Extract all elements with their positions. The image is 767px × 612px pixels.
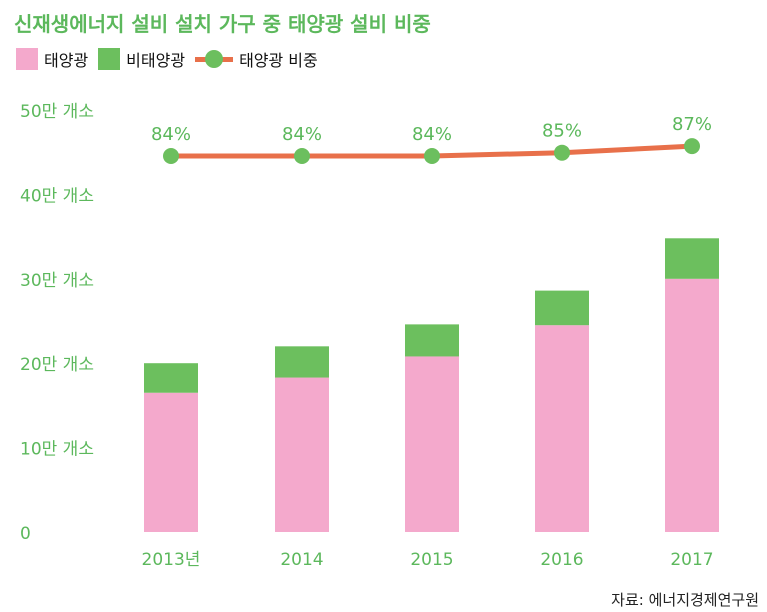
legend-item-share: 태양광 비중 [195,47,318,71]
share-point-2 [424,148,440,164]
legend-item-non-solar: 비태양광 [98,47,185,71]
share-label-1: 84% [282,124,322,145]
x-tick-label-2: 2015 [410,550,453,570]
legend-label-non-solar: 비태양광 [126,51,186,70]
bar-non-solar-1 [275,346,329,378]
bar-solar-1 [275,377,329,532]
y-tick-label-2: 20만 개소 [20,355,94,375]
x-tick-label-1: 2014 [280,550,323,570]
share-label-4: 87% [672,114,712,135]
legend-item-solar: 태양광 [16,47,88,71]
source-note: 자료: 에너지경제연구원 [611,591,759,609]
share-point-1 [294,148,310,164]
bar-solar-4 [665,278,719,532]
y-tick-label-1: 10만 개소 [20,440,94,460]
bar-solar-0 [144,392,198,532]
x-tick-label-4: 2017 [670,550,713,570]
share-point-3 [554,144,570,161]
y-tick-label-4: 40만 개소 [20,186,94,206]
bar-non-solar-4 [665,238,719,279]
bar-solar-2 [405,356,459,532]
y-tick-label-3: 30만 개소 [20,271,94,291]
share-point-0 [163,148,179,164]
y-tick-label-5: 50만 개소 [20,102,94,122]
y-tick-label-0: 0 [20,524,31,544]
legend-swatch-non-solar [98,48,121,70]
bar-non-solar-3 [535,290,589,326]
x-tick-label-0: 2013년 [142,550,201,570]
share-label-3: 85% [542,121,582,142]
legend-label-share: 태양광 비중 [239,51,318,70]
share-label-0: 84% [151,124,191,145]
legend-swatch-solar [16,48,38,70]
bar-solar-3 [535,325,589,532]
x-tick-label-3: 2016 [540,550,583,570]
legend: 태양광 비태양광 태양광 비중 [16,46,328,72]
bar-non-solar-2 [405,324,459,357]
chart-title: 신재생에너지 설비 설치 가구 중 태양광 설비 비중 [14,12,431,36]
legend-swatch-share [195,48,234,70]
legend-label-solar: 태양광 [44,51,89,70]
share-label-2: 84% [412,124,452,145]
share-point-4 [684,138,700,155]
bar-non-solar-0 [144,363,198,393]
